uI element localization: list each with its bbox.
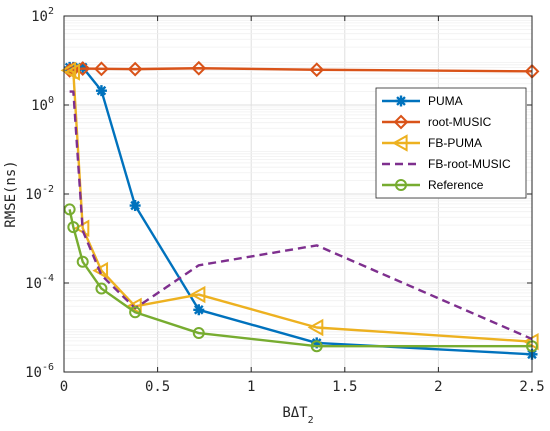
data-point <box>92 261 109 280</box>
data-point <box>95 282 108 295</box>
legend-entry: FB-root-MUSIC <box>382 157 511 171</box>
legend-swatch-marker <box>395 179 407 191</box>
legend-swatch-marker <box>395 95 407 107</box>
x-tick-label: 1 <box>247 379 255 395</box>
x-tick-label: 0 <box>60 379 68 395</box>
x-tick-label: 2 <box>434 379 442 395</box>
legend-entry: PUMA <box>382 94 463 108</box>
y-axis-title: RMSE(ns) <box>3 160 19 227</box>
x-tick-label: 0.5 <box>145 379 170 395</box>
data-point <box>64 63 80 81</box>
data-point <box>76 255 89 268</box>
legend-swatch-marker <box>391 134 408 152</box>
legend-label: Reference <box>428 178 484 192</box>
x-tick-label: 2.5 <box>519 379 544 395</box>
series-reference <box>63 203 538 353</box>
x-axis-title: BΔT2 <box>282 405 313 426</box>
data-point <box>192 327 205 340</box>
data-point <box>129 200 141 212</box>
legend: PUMA root-MUSIC FB-PUMA FB-root-MUSIC Refere… <box>375 87 527 199</box>
legend-entry: root-MUSIC <box>382 114 492 130</box>
data-point <box>193 304 205 316</box>
data-point <box>63 203 76 216</box>
y-tick-label: 10-6 <box>25 362 54 381</box>
data-point <box>127 61 143 77</box>
series-layer <box>60 60 540 360</box>
data-point <box>311 337 323 349</box>
y-tick-label: 10-2 <box>25 184 54 203</box>
series-line <box>69 90 533 341</box>
legend-label: root-MUSIC <box>428 115 492 129</box>
legend-label: FB-root-MUSIC <box>428 157 511 171</box>
data-point <box>126 297 142 315</box>
axis-ticks: 0 0.5 1 1.5 2 2.5 10-6 10-4 10-2 100 102 <box>25 6 545 395</box>
y-tick-label: 10-4 <box>25 273 54 292</box>
data-point <box>307 318 324 337</box>
legend-swatch-marker <box>393 114 409 130</box>
legend-label: PUMA <box>428 94 463 108</box>
data-point <box>129 306 142 319</box>
y-tick-label: 102 <box>31 6 54 25</box>
data-point <box>67 221 80 234</box>
data-point <box>309 62 325 78</box>
legend-entry: Reference <box>382 178 484 192</box>
series-line <box>69 69 533 343</box>
data-point <box>191 60 207 76</box>
series-fb-root-music <box>69 90 533 341</box>
data-point <box>310 340 323 353</box>
legend-label: FB-PUMA <box>428 136 482 150</box>
data-point <box>94 61 109 77</box>
legend-entry: FB-PUMA <box>382 134 482 152</box>
data-point <box>95 85 107 97</box>
data-point <box>189 285 206 304</box>
x-tick-label: 1.5 <box>332 379 357 395</box>
y-tick-label: 100 <box>31 95 54 114</box>
